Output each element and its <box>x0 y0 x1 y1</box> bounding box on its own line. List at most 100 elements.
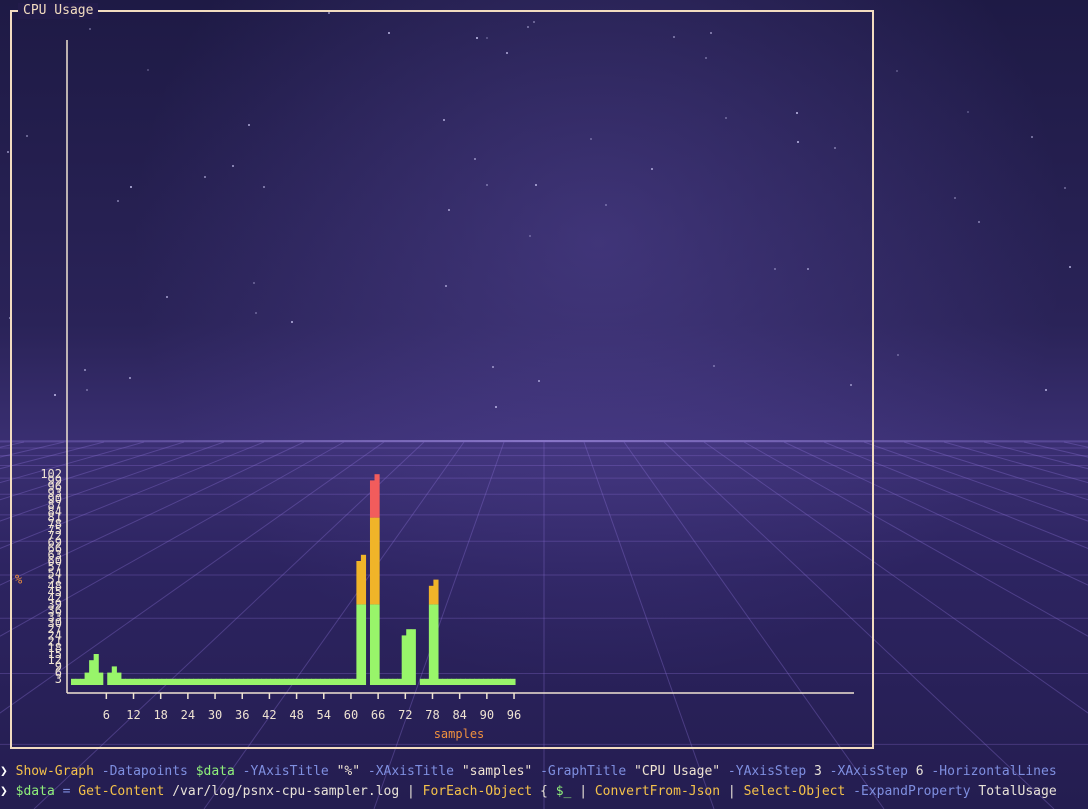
bar <box>469 678 475 685</box>
x-tick-label: 96 <box>507 708 521 722</box>
bar-segment <box>433 579 439 605</box>
y-tick-label: 54 <box>48 566 62 580</box>
bar-segment <box>279 678 285 685</box>
y-tick-label: 99 <box>48 473 62 487</box>
bar-segment <box>116 672 122 685</box>
bar <box>247 678 253 685</box>
bar-segment <box>71 678 77 685</box>
bar-segment <box>510 678 516 685</box>
x-tick-label: 72 <box>398 708 412 722</box>
bar-segment <box>320 678 326 685</box>
y-tick-label: 3 <box>55 672 62 686</box>
bar-segment <box>225 678 231 685</box>
bar <box>288 678 294 685</box>
bar <box>383 678 389 685</box>
bar-segment <box>424 678 430 685</box>
y-tick-label: 33 <box>48 610 62 624</box>
y-tick-label: 90 <box>48 492 62 506</box>
bar-segment <box>202 678 208 685</box>
bar <box>392 678 398 685</box>
bar-segment <box>288 678 294 685</box>
y-tick-label: 48 <box>48 579 62 593</box>
bar <box>347 678 353 685</box>
bar-segment <box>311 678 317 685</box>
bar-segment <box>220 678 226 685</box>
bar-segment <box>351 678 357 685</box>
bar <box>483 678 489 685</box>
bar <box>388 678 394 685</box>
bar-segment <box>166 678 172 685</box>
terminal-command-line-1[interactable]: ❯ Show-Graph -Datapoints $data -YAxisTit… <box>0 764 1057 780</box>
bar-segment <box>388 678 394 685</box>
bar <box>437 678 444 685</box>
bar <box>175 678 181 685</box>
bar <box>306 678 312 685</box>
bar <box>351 678 357 685</box>
command-token: /var/log/psnx-cpu-sampler.log | <box>164 784 423 799</box>
x-axis-title: samples <box>434 727 485 741</box>
y-tick-label: 12 <box>48 653 62 667</box>
bar <box>283 678 290 685</box>
bar-segment <box>80 678 86 685</box>
command-token: { <box>532 784 556 799</box>
bar <box>397 678 403 685</box>
y-tick-label: 27 <box>48 622 62 636</box>
command-token: -ExpandProperty <box>845 784 971 799</box>
bar-segment <box>329 678 335 685</box>
bar <box>148 678 154 685</box>
bar-segment <box>75 678 81 685</box>
bar <box>379 678 385 685</box>
bar-segment <box>252 678 258 685</box>
bar <box>460 678 466 685</box>
bar <box>292 678 299 685</box>
bar <box>433 579 439 685</box>
bar <box>333 678 339 685</box>
bar <box>424 678 430 685</box>
bar <box>329 678 335 685</box>
y-tick-label: 75 <box>48 523 62 537</box>
bar-segment <box>292 678 299 685</box>
bar-segment <box>206 678 213 685</box>
x-tick-label: 12 <box>126 708 140 722</box>
bar <box>261 678 267 685</box>
bar <box>197 678 203 685</box>
command-token: TotalUsage <box>970 784 1057 799</box>
bar-segment <box>129 678 136 685</box>
bar-segment <box>492 678 498 685</box>
y-tick-label: 36 <box>48 604 62 618</box>
bar <box>302 678 308 685</box>
bar-segment <box>315 678 321 685</box>
command-token: -YAxisTitle <box>234 764 337 779</box>
y-tick-label: 51 <box>48 573 62 587</box>
x-tick-label: 90 <box>480 708 494 722</box>
bar-segment <box>446 678 453 685</box>
bar-segment <box>175 678 181 685</box>
bar-segment <box>392 678 398 685</box>
command-token: -XAxisStep <box>821 764 916 779</box>
command-token: ConvertFrom-Json <box>594 784 721 799</box>
bar-segment <box>161 678 167 685</box>
bar-segment <box>84 672 90 685</box>
command-token: $data <box>195 764 235 779</box>
bar-segment <box>302 678 308 685</box>
bar <box>211 678 217 685</box>
bar <box>89 660 95 685</box>
bar <box>492 678 498 685</box>
bar <box>120 678 126 685</box>
terminal-command-line-2[interactable]: ❯ $data = Get-Content /var/log/psnx-cpu-… <box>0 784 1057 800</box>
bar-segment <box>283 678 290 685</box>
graph-frame <box>10 10 874 749</box>
bar-segment <box>120 678 126 685</box>
bar <box>143 678 149 685</box>
bar-segment <box>306 678 312 685</box>
bar <box>297 678 303 685</box>
bar-segment <box>211 678 217 685</box>
bar <box>270 678 276 685</box>
x-tick-label: 36 <box>235 708 249 722</box>
y-tick-label: 60 <box>48 554 62 568</box>
bar <box>274 678 280 685</box>
bar <box>125 678 131 685</box>
x-tick-label: 48 <box>289 708 303 722</box>
bar <box>501 678 507 685</box>
